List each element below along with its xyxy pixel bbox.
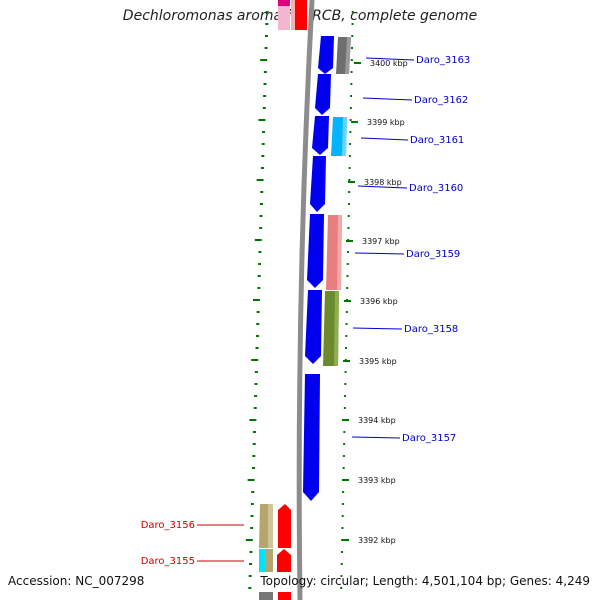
label-leader-line xyxy=(360,137,409,141)
gene-arrow-daro-3157 xyxy=(303,374,320,501)
scale-label: 3398 kbp xyxy=(364,178,402,187)
label-leader-line xyxy=(351,436,401,439)
gene-arrow-daro-3160 xyxy=(310,156,326,212)
label-leader-line xyxy=(357,185,408,189)
gene-arrow-daro-3162 xyxy=(315,74,331,115)
scale-label: 3396 kbp xyxy=(360,297,398,306)
gene-label[interactable]: Daro_3156 xyxy=(141,520,195,531)
scale-labels: 3400 kbp 3399 kbp 3398 kbp 3397 kbp 3396 kbp… xyxy=(342,59,408,545)
scale-label: 3393 kbp xyxy=(358,476,396,485)
annotation-block-olive-shade xyxy=(334,291,339,366)
gene-arrow-daro-3158 xyxy=(305,290,322,364)
scale-label: 3400 kbp xyxy=(370,59,408,68)
genome-backbone xyxy=(296,0,315,600)
label-leader-line xyxy=(365,57,415,61)
scale-label: 3394 kbp xyxy=(358,416,396,425)
inner-tick-ring xyxy=(245,11,269,589)
feature-block-magenta xyxy=(278,0,290,6)
annotation-block-cyan-shade xyxy=(342,117,347,156)
forward-genes xyxy=(303,36,334,501)
gene-arrow-daro-3155 xyxy=(277,549,291,572)
scale-label: 3399 kbp xyxy=(367,118,405,127)
gene-labels: Daro_3163 Daro_3162 Daro_3161 Daro_3160 Daro… xyxy=(141,55,471,567)
gene-label[interactable]: Daro_3161 xyxy=(410,135,464,146)
gene-arrow-daro-3163 xyxy=(318,36,334,74)
gene-label[interactable]: Daro_3155 xyxy=(141,556,195,567)
feature-block-salmon-top xyxy=(291,0,295,30)
annotation-block-gray-shade xyxy=(345,37,351,74)
gene-label[interactable]: Daro_3158 xyxy=(404,324,458,335)
label-leader-line xyxy=(354,252,405,255)
scale-label: 3397 kbp xyxy=(362,237,400,246)
scale-label: 3395 kbp xyxy=(359,357,397,366)
forward-annotations xyxy=(323,37,351,366)
feature-block-pink xyxy=(278,0,290,30)
top-partial-features xyxy=(278,0,307,30)
annotation-block-khaki-3155 xyxy=(266,549,273,572)
accession-text: Accession: NC_007298 xyxy=(8,574,145,588)
gene-label[interactable]: Daro_3162 xyxy=(414,95,468,106)
feature-block-red-bottom xyxy=(278,592,291,600)
scale-label: 3392 kbp xyxy=(358,536,396,545)
gene-arrow-daro-3161 xyxy=(312,116,329,155)
gene-arrow-daro-3156 xyxy=(278,504,291,548)
label-leader-line xyxy=(362,97,413,101)
topology-text: Topology: circular; Length: 4,501,104 bp… xyxy=(260,574,590,588)
gene-label[interactable]: Daro_3157 xyxy=(402,433,456,444)
gene-label[interactable]: Daro_3159 xyxy=(406,249,460,260)
gene-label[interactable]: Daro_3160 xyxy=(409,183,463,194)
feature-block-gray-bottom xyxy=(259,592,273,600)
label-leader-line xyxy=(352,327,403,330)
annotation-block-khaki-3156-shade xyxy=(268,504,273,548)
annotation-block-salmon-shade xyxy=(337,215,342,290)
feature-block-red-top xyxy=(295,0,307,30)
annotation-block-cyan-3155 xyxy=(259,549,266,572)
gene-arrow-daro-3159 xyxy=(307,214,324,288)
reverse-genes xyxy=(259,504,291,600)
gene-label[interactable]: Daro_3163 xyxy=(416,55,470,66)
